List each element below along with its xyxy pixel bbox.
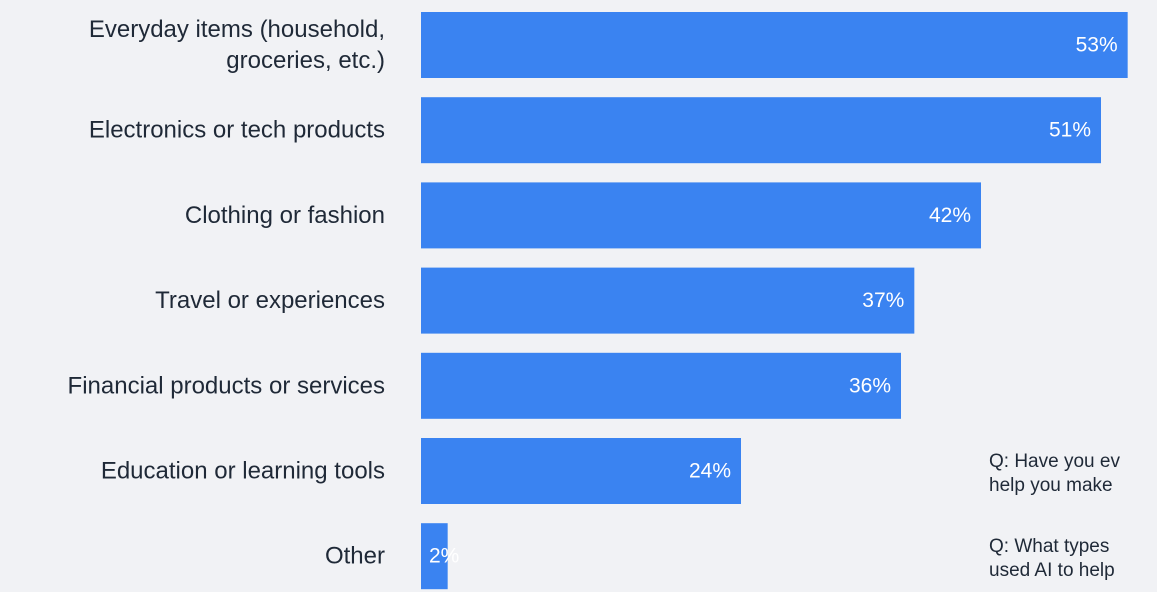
survey-question-2-line-2: used AI to help	[989, 560, 1115, 581]
value-label-2: 42%	[929, 204, 971, 227]
survey-question-2-line-1: Q: What types	[989, 536, 1110, 557]
value-label-1: 51%	[1049, 119, 1091, 142]
category-label-0-line-0: Everyday items (household,	[89, 16, 385, 43]
category-label-0-line-1: groceries, etc.)	[226, 47, 385, 74]
category-label-3: Travel or experiences	[155, 287, 385, 314]
value-label-6: 2%	[429, 545, 459, 568]
bar-3	[421, 267, 915, 334]
bar-5	[421, 438, 741, 504]
value-label-4: 36%	[849, 374, 891, 397]
bar-4	[421, 352, 901, 419]
survey-question-1-line-1: Q: Have you ev	[989, 451, 1120, 472]
survey-question-1: Q: Have you ev help you make	[989, 450, 1157, 498]
survey-question-1-line-2: help you make	[989, 475, 1113, 496]
bar-1	[421, 97, 1101, 164]
bar-0	[421, 12, 1128, 78]
survey-question-2: Q: What types used AI to help	[989, 535, 1157, 583]
category-label-2: Clothing or fashion	[185, 202, 385, 229]
category-label-4: Financial products or services	[68, 372, 385, 399]
bar-2	[421, 182, 981, 249]
category-label-5: Education or learning tools	[101, 458, 385, 485]
category-label-6: Other	[325, 543, 385, 570]
value-label-3: 37%	[862, 289, 904, 312]
category-label-1: Electronics or tech products	[89, 117, 385, 144]
value-label-5: 24%	[689, 460, 731, 483]
value-label-0: 53%	[1076, 34, 1118, 57]
bar-6	[421, 523, 448, 590]
